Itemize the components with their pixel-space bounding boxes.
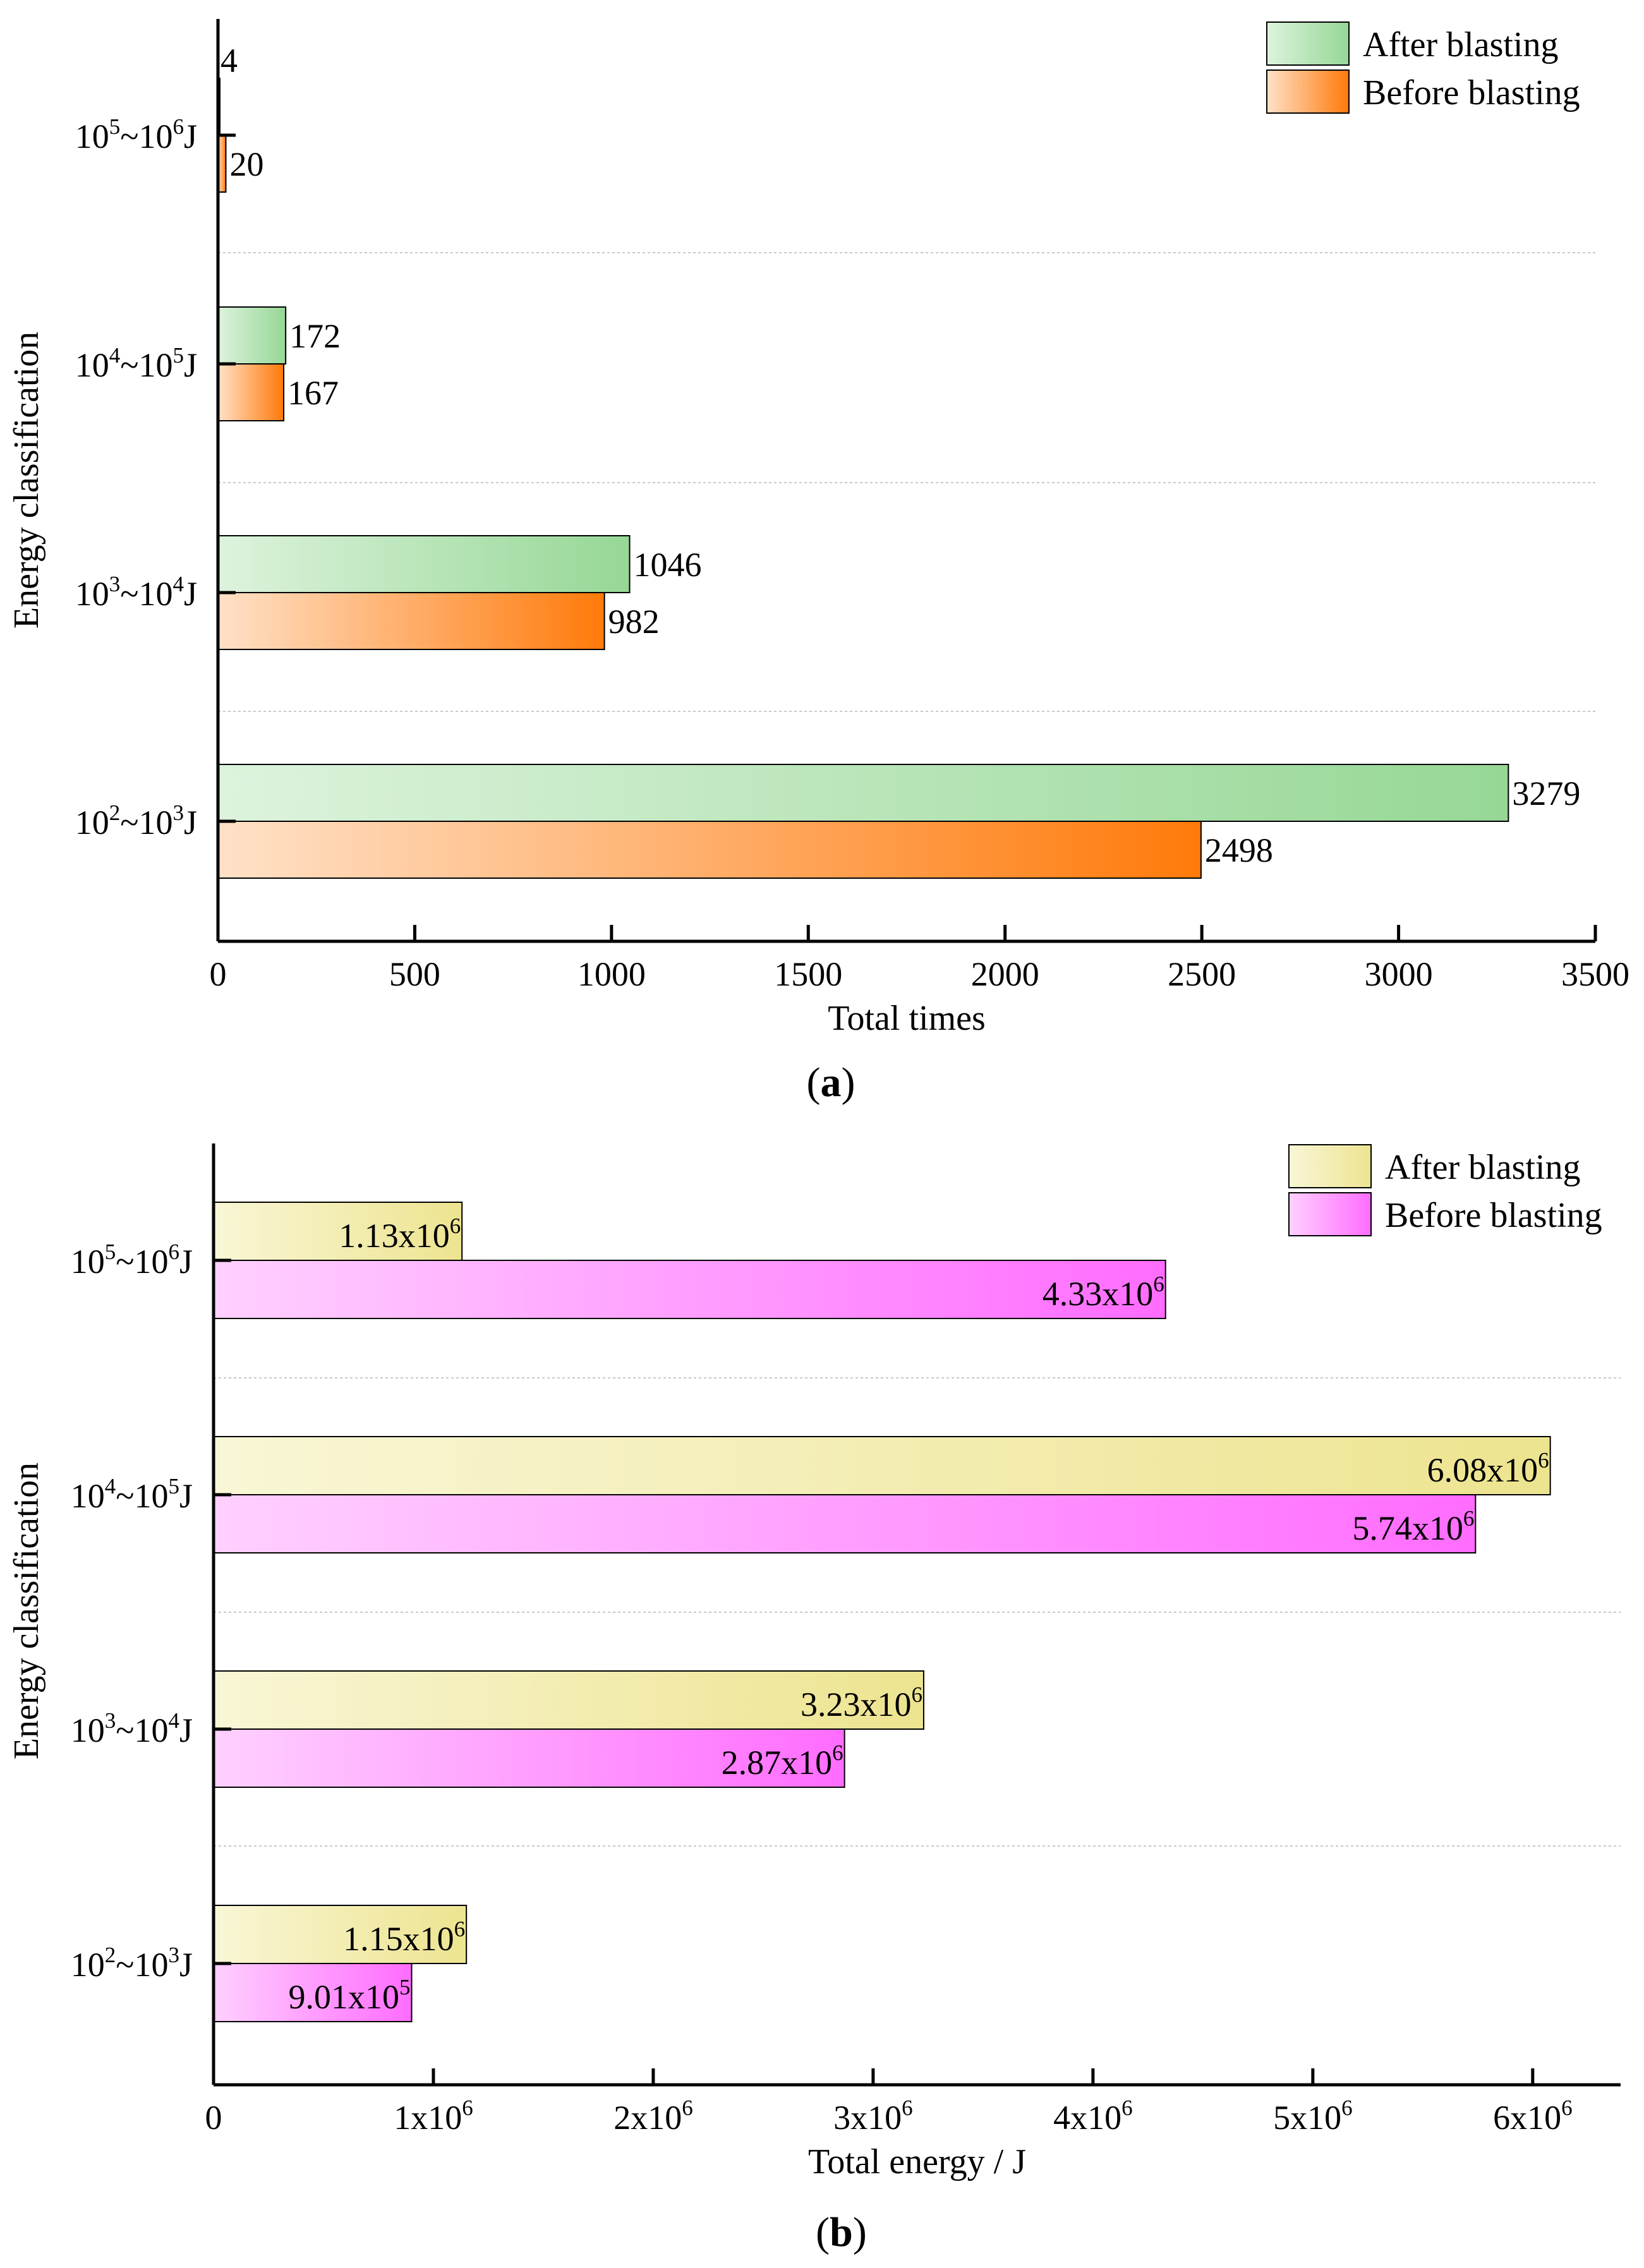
category-label: 103~104J	[75, 572, 197, 613]
data-label: 172	[289, 317, 341, 355]
legend-swatch	[1288, 1192, 1372, 1236]
legend-label: After blasting	[1385, 1148, 1580, 1187]
legend: After blasting Before blasting	[1266, 21, 1580, 114]
x-tick-label: 0	[210, 955, 227, 993]
y-axis-title: Energy classification	[7, 332, 46, 629]
data-label: 1046	[634, 546, 702, 584]
chart-b: 1.15x106 9.01x105 102~103J 3.23x106 2.87x106…	[7, 1143, 1621, 2255]
data-label: 2.87x106	[722, 1740, 843, 1782]
category-label: 103~104J	[71, 1708, 193, 1749]
x-axis-title: Total times	[828, 999, 986, 1038]
panel-label: (b)	[816, 2209, 867, 2255]
category-label: 105~106J	[75, 114, 197, 155]
x-tick-label: 3000	[1365, 955, 1433, 993]
bar-green	[217, 535, 631, 593]
data-label: 1.13x106	[339, 1214, 461, 1255]
data-label: 1.15x106	[343, 1917, 465, 1958]
x-tick-label: 4x106	[1053, 2096, 1133, 2137]
bar-yellow	[213, 1905, 468, 1964]
x-tick-label: 3x106	[833, 2096, 913, 2137]
x-tick-label: 1500	[774, 955, 842, 993]
bar-orange	[217, 592, 605, 650]
x-tick-label: 1000	[577, 955, 646, 993]
x-tick-label: 0	[205, 2099, 222, 2137]
category-label: 102~103J	[75, 800, 197, 841]
legend-swatch	[1266, 21, 1350, 66]
bar-yellow	[213, 1436, 1551, 1495]
legend-swatch	[1288, 1144, 1372, 1188]
category-label: 105~106J	[71, 1240, 193, 1281]
x-tick-label: 6x106	[1493, 2096, 1573, 2137]
legend: After blasting Before blasting	[1288, 1144, 1602, 1236]
bar-yellow	[213, 1202, 463, 1261]
x-tick-label: 2000	[971, 955, 1039, 993]
legend-swatch	[1266, 69, 1350, 114]
bar-orange	[217, 363, 285, 421]
bar-orange	[217, 821, 1202, 879]
data-label: 3279	[1512, 775, 1580, 812]
x-tick-label: 1x106	[394, 2096, 473, 2137]
y-axis-title: Energy classification	[7, 1463, 46, 1759]
legend-label: After blasting	[1363, 25, 1558, 64]
x-tick-label: 5x106	[1273, 2096, 1353, 2137]
x-tick-label: 2500	[1168, 955, 1236, 993]
panel-label: (a)	[807, 1059, 855, 1106]
bar-green	[217, 764, 1509, 822]
data-label: 6.08x106	[1427, 1448, 1549, 1489]
data-label: 3.23x106	[801, 1682, 922, 1723]
bar-green	[217, 306, 287, 365]
x-tick-label: 2x106	[613, 2096, 693, 2137]
bar-pink	[213, 1494, 1477, 1553]
category-label: 104~105J	[71, 1474, 193, 1515]
data-label: 9.01x105	[289, 1975, 411, 2016]
data-label: 982	[608, 603, 660, 641]
legend-label: Before blasting	[1363, 73, 1580, 112]
category-label: 102~103J	[71, 1943, 193, 1984]
bar-pink	[213, 1260, 1166, 1319]
x-axis-title: Total energy / J	[808, 2142, 1026, 2181]
x-tick-label: 3500	[1561, 955, 1629, 993]
data-label: 4.33x106	[1043, 1272, 1164, 1313]
data-label: 5.74x106	[1352, 1506, 1474, 1547]
bar-pink	[213, 1963, 413, 2022]
data-label: 20	[229, 145, 263, 183]
x-tick-label: 500	[389, 955, 440, 993]
chart-a: 3279 2498 102~103J 1046 982 103~104J 172 167 104…	[7, 19, 1629, 1106]
data-label: 4	[221, 42, 238, 80]
data-label: 2498	[1205, 831, 1273, 869]
data-label: 167	[287, 374, 339, 412]
legend-label: Before blasting	[1385, 1196, 1602, 1235]
category-label: 104~105J	[75, 343, 197, 384]
